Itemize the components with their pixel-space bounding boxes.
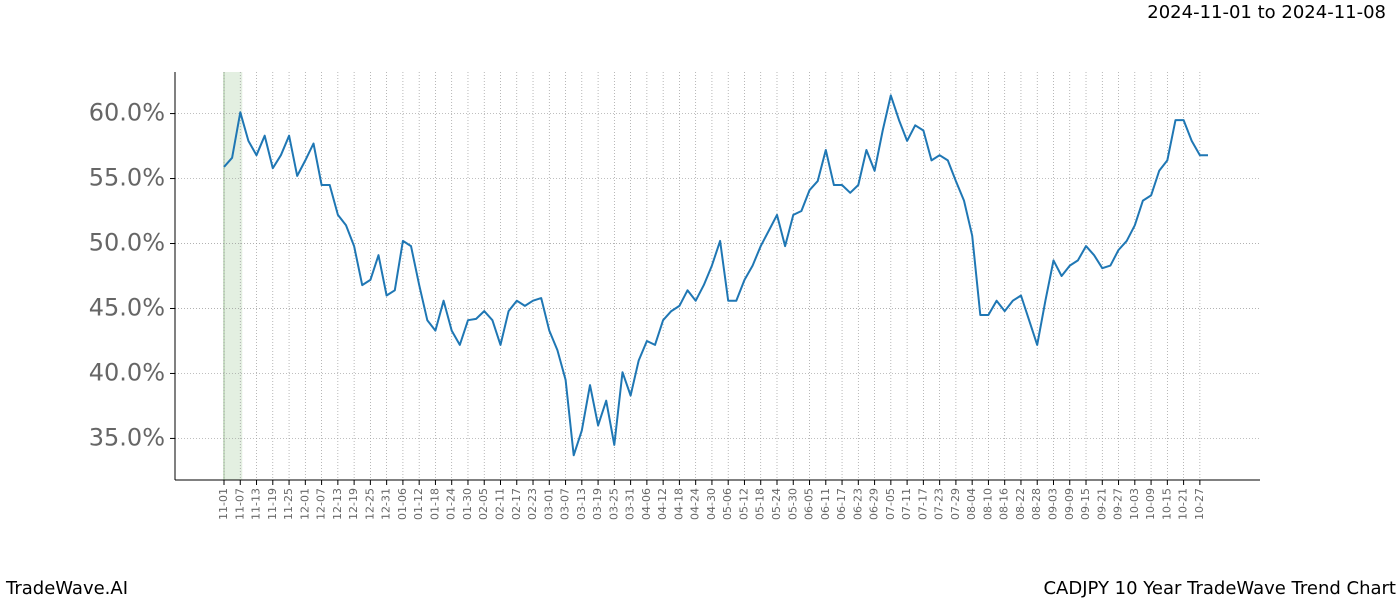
x-tick-label: 10-21	[1177, 488, 1190, 520]
x-tick-label: 01-24	[445, 488, 458, 520]
x-tick-label: 11-01	[217, 488, 230, 520]
x-tick-label: 04-24	[689, 488, 702, 520]
y-tick-label: 35.0%	[89, 423, 165, 451]
x-tick-label: 11-13	[250, 488, 263, 520]
x-tick-label: 05-12	[737, 488, 750, 520]
y-tick-label: 50.0%	[89, 229, 165, 257]
x-tick-label: 07-29	[949, 488, 962, 520]
x-tick-label: 06-11	[819, 488, 832, 520]
x-tick-label: 06-23	[851, 488, 864, 520]
x-tick-label: 04-30	[705, 488, 718, 520]
x-tick-label: 12-31	[380, 488, 393, 520]
x-tick-label: 08-16	[998, 488, 1011, 520]
x-tick-label: 07-11	[900, 488, 913, 520]
x-tick-label: 09-03	[1046, 488, 1059, 520]
x-tick-label: 12-07	[315, 488, 328, 520]
x-tick-label: 11-25	[282, 488, 295, 520]
x-tick-label: 07-05	[884, 488, 897, 520]
x-tick-label: 06-05	[803, 488, 816, 520]
x-tick-label: 03-07	[559, 488, 572, 520]
date-range: 2024-11-01 to 2024-11-08	[1147, 2, 1386, 23]
x-tick-label: 02-05	[477, 488, 490, 520]
x-tick-label: 01-18	[428, 488, 441, 520]
x-tick-label: 10-09	[1144, 488, 1157, 520]
y-tick-label: 60.0%	[89, 99, 165, 127]
x-tick-label: 10-27	[1193, 488, 1206, 520]
x-tick-label: 02-11	[493, 488, 506, 520]
y-tick-label: 40.0%	[89, 358, 165, 386]
x-tick-label: 05-24	[770, 488, 783, 520]
x-tick-label: 10-15	[1160, 488, 1173, 520]
x-tick-label: 12-25	[363, 488, 376, 520]
x-tick-label: 10-03	[1128, 488, 1141, 520]
x-tick-label: 01-30	[461, 488, 474, 520]
y-tick-label: 55.0%	[89, 164, 165, 192]
x-tick-label: 12-13	[331, 488, 344, 520]
x-tick-label: 06-17	[835, 488, 848, 520]
x-tick-label: 03-19	[591, 488, 604, 520]
x-tick-label: 05-06	[721, 488, 734, 520]
x-tick-label: 09-21	[1095, 488, 1108, 520]
x-tick-label: 01-06	[396, 488, 409, 520]
x-tick-label: 08-28	[1030, 488, 1043, 520]
brand: TradeWave.AI	[5, 578, 128, 599]
chart-title: CADJPY 10 Year TradeWave Trend Chart	[1043, 578, 1396, 599]
trend-line	[223, 94, 1208, 457]
x-tick-label: 03-25	[607, 488, 620, 520]
x-tick-label: 09-15	[1079, 488, 1092, 520]
highlight-band	[224, 72, 243, 480]
x-tick-label: 03-31	[624, 488, 637, 520]
x-tick-label: 04-06	[640, 488, 653, 520]
x-tick-label: 03-13	[575, 488, 588, 520]
x-tick-label: 11-07	[233, 488, 246, 520]
x-tick-label: 08-22	[1014, 488, 1027, 520]
x-tick-label: 01-12	[412, 488, 425, 520]
x-tick-label: 04-18	[672, 488, 685, 520]
x-tick-label: 08-10	[981, 488, 994, 520]
x-tick-label: 02-17	[510, 488, 523, 520]
x-tick-label: 11-19	[266, 488, 279, 520]
x-tick-label: 07-23	[933, 488, 946, 520]
x-tick-label: 05-30	[786, 488, 799, 520]
x-tick-label: 08-04	[965, 488, 978, 520]
x-tick-label: 02-23	[526, 488, 539, 520]
x-tick-label: 06-29	[868, 488, 881, 520]
x-tick-label: 03-01	[542, 488, 555, 520]
x-tick-label: 05-18	[754, 488, 767, 520]
y-tick-label: 45.0%	[89, 293, 165, 321]
x-tick-label: 12-01	[298, 488, 311, 520]
x-tick-label: 09-09	[1063, 488, 1076, 520]
x-tick-label: 12-19	[347, 488, 360, 520]
x-tick-label: 07-17	[916, 488, 929, 520]
x-tick-label: 04-12	[656, 488, 669, 520]
x-tick-label: 09-27	[1112, 488, 1125, 520]
